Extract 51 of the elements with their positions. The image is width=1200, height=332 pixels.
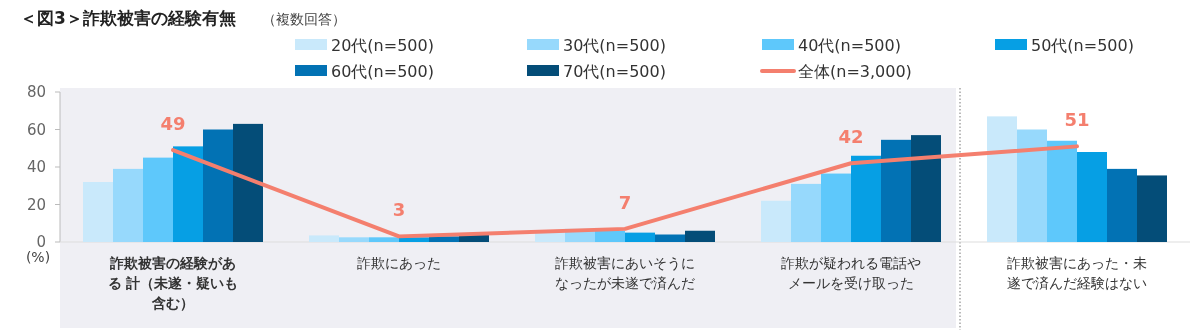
x-tick-label: 詐欺にあった (356, 254, 442, 273)
y-tick-label: 0 (36, 233, 46, 251)
chart-subtitle: （複数回答） (262, 11, 346, 27)
y-tick-label: 60 (26, 120, 46, 139)
x-tick-label: 詐欺被害の経験がある 計（未遂・疑いも含む） (106, 254, 240, 313)
legend-label: 40代(n=500) (798, 36, 901, 55)
legend-label: 20代(n=500) (331, 36, 434, 55)
data-label: 3 (392, 199, 406, 221)
bar (143, 157, 173, 242)
bar (113, 168, 143, 242)
bar (625, 232, 655, 242)
legend-label: 50代(n=500) (1031, 36, 1134, 55)
x-tick-label: 詐欺被害にあいそうになったが未遂で済んだ (554, 254, 696, 293)
legend-label: 30代(n=500) (563, 36, 666, 55)
y-axis-title: (%) (25, 249, 51, 265)
bar (595, 230, 625, 242)
bar (173, 146, 203, 242)
legend-label: 70代(n=500) (563, 62, 666, 81)
bar (369, 237, 399, 242)
bar (1077, 152, 1107, 242)
bar (685, 230, 715, 242)
bar (339, 237, 369, 242)
y-tick-label: 20 (26, 195, 46, 214)
bar (791, 183, 821, 242)
bar (821, 173, 851, 242)
bar (203, 129, 233, 242)
chart-title: ＜図3＞詐欺被害の経験有無 (20, 8, 236, 28)
bar (83, 182, 113, 242)
x-tick-label: 詐欺が疑われる電話やメールを受け取った (780, 254, 922, 293)
line-series (171, 144, 1079, 239)
bar (881, 139, 911, 242)
bar (233, 123, 263, 242)
legend-label: 全体(n=3,000) (798, 62, 912, 81)
data-label: 49 (160, 113, 186, 135)
bar (911, 135, 941, 242)
data-label: 42 (838, 126, 864, 148)
bar (761, 200, 791, 242)
y-tick-label: 80 (26, 83, 46, 101)
data-label: 51 (1064, 109, 1090, 131)
data-label: 7 (618, 191, 632, 213)
bar (1017, 129, 1047, 242)
bar (851, 155, 881, 242)
bar (1137, 175, 1167, 242)
bar (309, 235, 339, 242)
bar (655, 234, 685, 242)
bar (1107, 168, 1137, 242)
x-tick-label: 詐欺被害にあった・未遂で済んだ経験はない (1006, 254, 1148, 293)
bar (1047, 140, 1077, 242)
legend-label: 60代(n=500) (331, 62, 434, 81)
bar (987, 116, 1017, 242)
y-tick-label: 40 (26, 158, 46, 176)
